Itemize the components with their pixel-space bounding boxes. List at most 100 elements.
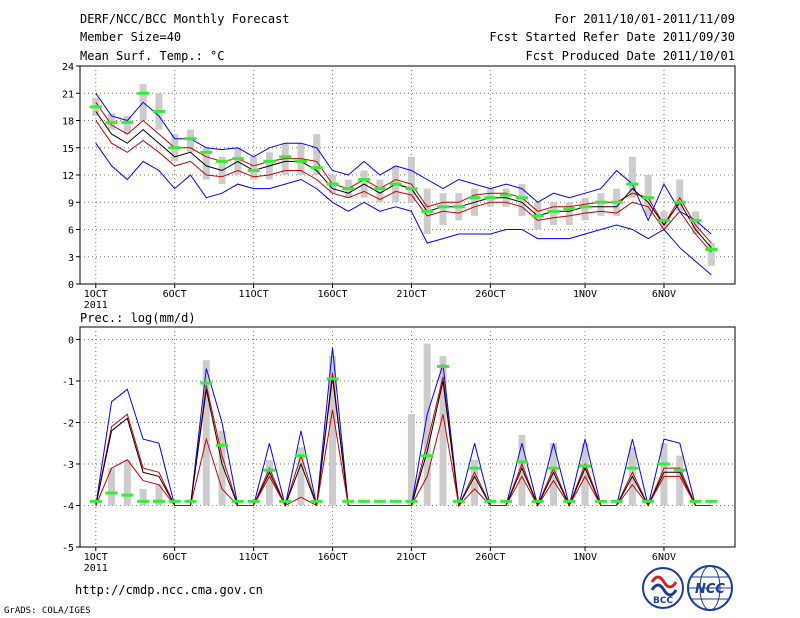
temp-ensemble-box <box>297 143 305 175</box>
prec-observed-mark <box>452 499 465 503</box>
temp-observed-mark <box>121 120 134 124</box>
prec-xtick-label: 16OCT <box>317 552 347 563</box>
temp-ensemble-box <box>123 115 131 135</box>
prec-observed-mark <box>216 443 229 447</box>
prec-observed-mark <box>626 466 639 470</box>
temp-observed-mark <box>373 187 386 191</box>
temp-ensemble-box <box>581 197 589 221</box>
temp-observed-mark <box>547 209 560 213</box>
member-size-label: Member Size=40 <box>80 30 181 44</box>
temp-observed-mark <box>231 157 244 161</box>
temp-ensemble-box <box>707 243 715 266</box>
prec-observed-mark <box>484 499 497 503</box>
prec-ensemble-box <box>471 459 479 506</box>
prec-ensemble-box <box>265 459 273 506</box>
prec-ensemble-box <box>676 455 684 506</box>
prec-ytick-label: -3 <box>62 460 74 471</box>
prec-observed-mark <box>657 462 670 466</box>
temp-year-label: 2011 <box>84 300 108 311</box>
prec-ensemble-box <box>407 414 415 506</box>
temp-ensemble-box <box>250 156 258 180</box>
prec-xtick-label: 6OCT <box>163 552 187 563</box>
ncc-logo-text: NCC <box>695 582 725 597</box>
prec-observed-mark <box>152 499 165 503</box>
temp-ensemble-max-line <box>95 93 712 235</box>
temp-observed-mark <box>200 150 213 154</box>
temp-observed-mark <box>389 182 402 186</box>
prec-observed-mark <box>294 454 307 458</box>
prec-ensemble-box <box>202 360 210 506</box>
figure-title: DERF/NCC/BCC Monthly Forecast <box>80 12 290 26</box>
temp-observed-mark <box>579 205 592 209</box>
temp-ensemble-min-line <box>95 142 712 276</box>
temp-observed-mark <box>642 196 655 200</box>
temp-observed-mark <box>105 120 118 124</box>
temp-xtick-label: 1OCT <box>84 289 108 300</box>
temp-ytick-label: 15 <box>62 144 74 155</box>
grads-credit: GrADS: COLA/IGES <box>4 606 91 616</box>
temp-observed-mark <box>484 196 497 200</box>
ncc-logo: NCC <box>687 565 733 611</box>
precip-label: Prec.: log(mm/d) <box>80 311 196 325</box>
prec-observed-mark <box>547 466 560 470</box>
prec-observed-mark <box>579 464 592 468</box>
source-url: http://cmdp.ncc.cma.gov.cn <box>75 583 263 597</box>
prec-observed-mark <box>310 499 323 503</box>
temp-xtick-label: 26OCT <box>475 289 505 300</box>
temp-observed-mark <box>294 159 307 163</box>
prec-upper-spread-line <box>95 372 712 508</box>
temp-observed-mark <box>452 205 465 209</box>
temp-observed-mark <box>500 193 513 197</box>
prec-observed-mark <box>500 499 513 503</box>
temp-observed-mark <box>468 196 481 200</box>
prec-ensemble-box <box>518 434 526 506</box>
temp-ensemble-box <box>518 184 526 216</box>
prec-ensemble-box <box>108 468 116 506</box>
temp-upper-spread-line <box>95 102 712 244</box>
temp-ensemble-box <box>407 156 415 203</box>
prec-ensemble-box <box>581 443 589 506</box>
prec-xtick-label: 1OCT <box>84 552 108 563</box>
temp-observed-mark <box>247 168 260 172</box>
temp-observed-mark <box>326 182 339 186</box>
prec-ensemble-box <box>123 459 131 506</box>
prec-observed-mark <box>279 499 292 503</box>
temp-ensemble-box <box>692 211 700 235</box>
temp-observed-mark <box>279 155 292 159</box>
prec-ensemble-box <box>329 356 337 506</box>
prec-observed-mark <box>358 499 371 503</box>
prec-observed-mark <box>231 499 244 503</box>
prec-ensemble-max-line <box>95 347 712 506</box>
bcc-logo: BCC <box>642 567 684 609</box>
prec-observed-mark <box>705 499 718 503</box>
temp-observed-mark <box>89 105 102 109</box>
prec-ytick-label: -5 <box>62 543 74 554</box>
prec-observed-mark <box>563 499 576 503</box>
temp-observed-mark <box>657 218 670 222</box>
prec-observed-mark <box>105 491 118 495</box>
prec-lower-spread-line <box>95 409 712 507</box>
temp-observed-mark <box>405 187 418 191</box>
temp-xtick-label: 6NOV <box>652 289 676 300</box>
prec-observed-mark <box>326 377 339 381</box>
bcc-logo-swirl-red <box>650 575 678 589</box>
temp-xtick-label: 1NOV <box>573 289 597 300</box>
prec-observed-mark <box>437 364 450 368</box>
prec-observed-mark <box>468 466 481 470</box>
temp-ytick-label: 18 <box>62 117 74 128</box>
prec-xtick-label: 26OCT <box>475 552 505 563</box>
temp-ytick-label: 21 <box>62 89 74 100</box>
temp-xtick-label: 16OCT <box>317 289 347 300</box>
precip-plot-frame <box>79 326 736 548</box>
temp-ytick-label: 24 <box>62 62 74 73</box>
prec-observed-mark <box>137 499 150 503</box>
prec-ytick-label: -2 <box>62 418 74 429</box>
temp-ensemble-box <box>202 147 210 180</box>
temp-ensemble-box <box>186 129 194 153</box>
temp-xtick-label: 6OCT <box>163 289 187 300</box>
temp-ensemble-mean-line <box>95 111 712 249</box>
temp-observed-mark <box>137 91 150 95</box>
temp-ytick-label: 9 <box>68 198 74 209</box>
prec-ensemble-box <box>423 343 431 506</box>
